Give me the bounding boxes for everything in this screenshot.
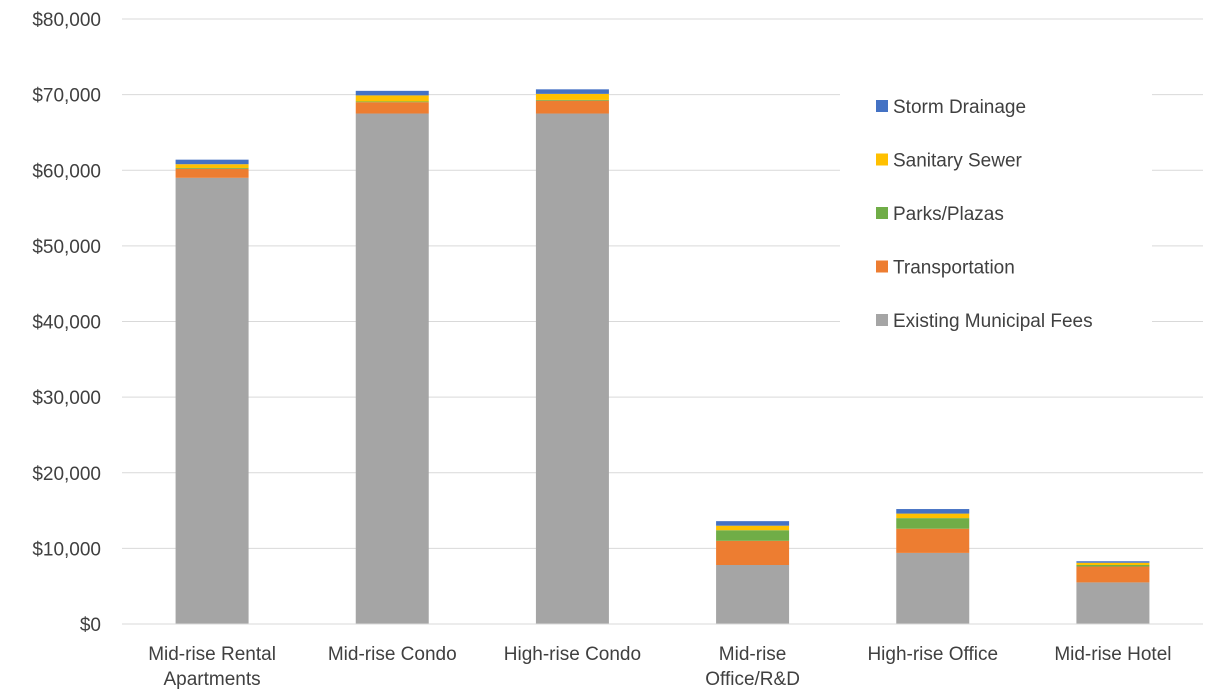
legend-label: Existing Municipal Fees (893, 311, 1093, 332)
y-tick-label: $70,000 (32, 86, 101, 107)
x-tick-label: High-rise Office (867, 644, 998, 665)
bar-segment-storm-drainage (1076, 561, 1150, 563)
bar-segment-parks-plazas (896, 518, 970, 529)
bar-segment-transportation (175, 168, 249, 178)
bar-segment-transportation (1076, 566, 1150, 583)
bar-segment-sanitary-sewer (896, 513, 970, 519)
bar-segment-sanitary-sewer (716, 525, 790, 531)
legend-background (840, 85, 1152, 345)
y-tick-label: $30,000 (32, 388, 101, 409)
legend-label: Parks/Plazas (893, 204, 1004, 225)
bar-segment-sanitary-sewer (535, 93, 609, 100)
bar-segment-storm-drainage (716, 521, 790, 526)
legend-label: Sanitary Sewer (893, 151, 1023, 172)
legend-swatch (876, 260, 888, 273)
legend: Storm Drainage Sanitary Sewer Parks/Plazas… (840, 85, 1152, 345)
bar-segment-sanitary-sewer (355, 95, 429, 102)
y-tick-label: $20,000 (32, 464, 101, 485)
bar-segment-sanitary-sewer (175, 164, 249, 168)
bar-segment-parks-plazas (1076, 565, 1150, 567)
x-tick-label: Mid-rise (719, 644, 787, 665)
bar-segment-storm-drainage (175, 159, 249, 165)
legend-swatch (876, 207, 888, 219)
bar-segment-transportation (716, 540, 790, 566)
gridlines (122, 18, 1203, 549)
bar-segment-transportation (896, 528, 970, 553)
bar-segment-storm-drainage (535, 89, 609, 94)
bar-segment-transportation (535, 100, 609, 114)
y-tick-label: $0 (80, 615, 101, 636)
x-tick-label: Apartments (164, 669, 261, 690)
bar-segment-parks-plazas (716, 530, 790, 541)
x-tick-label: Office/R&D (705, 669, 800, 690)
bar-segment-existing-municipal-fees (1076, 582, 1150, 624)
legend-swatch (876, 314, 888, 326)
legend-swatch (876, 100, 888, 112)
y-tick-label: $40,000 (32, 313, 101, 334)
bar-segment-transportation (355, 102, 429, 114)
bar-segment-parks-plazas (175, 167, 249, 169)
legend-label: Transportation (893, 258, 1015, 279)
bar-segment-existing-municipal-fees (716, 565, 790, 624)
bar-segment-existing-municipal-fees (355, 113, 429, 624)
legend-label: Storm Drainage (893, 97, 1026, 118)
y-tick-label: $50,000 (32, 237, 101, 258)
bar-segment-storm-drainage (896, 509, 970, 514)
y-tick-label: $80,000 (32, 10, 101, 31)
y-tick-label: $10,000 (32, 539, 101, 560)
y-tick-label: $60,000 (32, 161, 101, 182)
axes: $0 $10,000 $20,000 $30,000 $40,000 $50,000 $60… (32, 10, 1203, 690)
x-tick-label: Mid-rise Hotel (1054, 644, 1171, 665)
bar-segment-existing-municipal-fees (175, 177, 249, 624)
bar-segment-existing-municipal-fees (535, 113, 609, 624)
x-tick-label: Mid-rise Condo (328, 644, 457, 665)
bar-segment-sanitary-sewer (1076, 562, 1150, 566)
x-tick-label: Mid-rise Rental (148, 644, 276, 665)
legend-swatch (876, 153, 888, 166)
bar-segment-storm-drainage (355, 90, 429, 96)
bar-segment-parks-plazas (355, 101, 429, 103)
x-tick-label: High-rise Condo (504, 644, 641, 665)
bars (175, 89, 1150, 624)
bar-segment-existing-municipal-fees (896, 552, 970, 624)
bar-segment-parks-plazas (535, 99, 609, 101)
